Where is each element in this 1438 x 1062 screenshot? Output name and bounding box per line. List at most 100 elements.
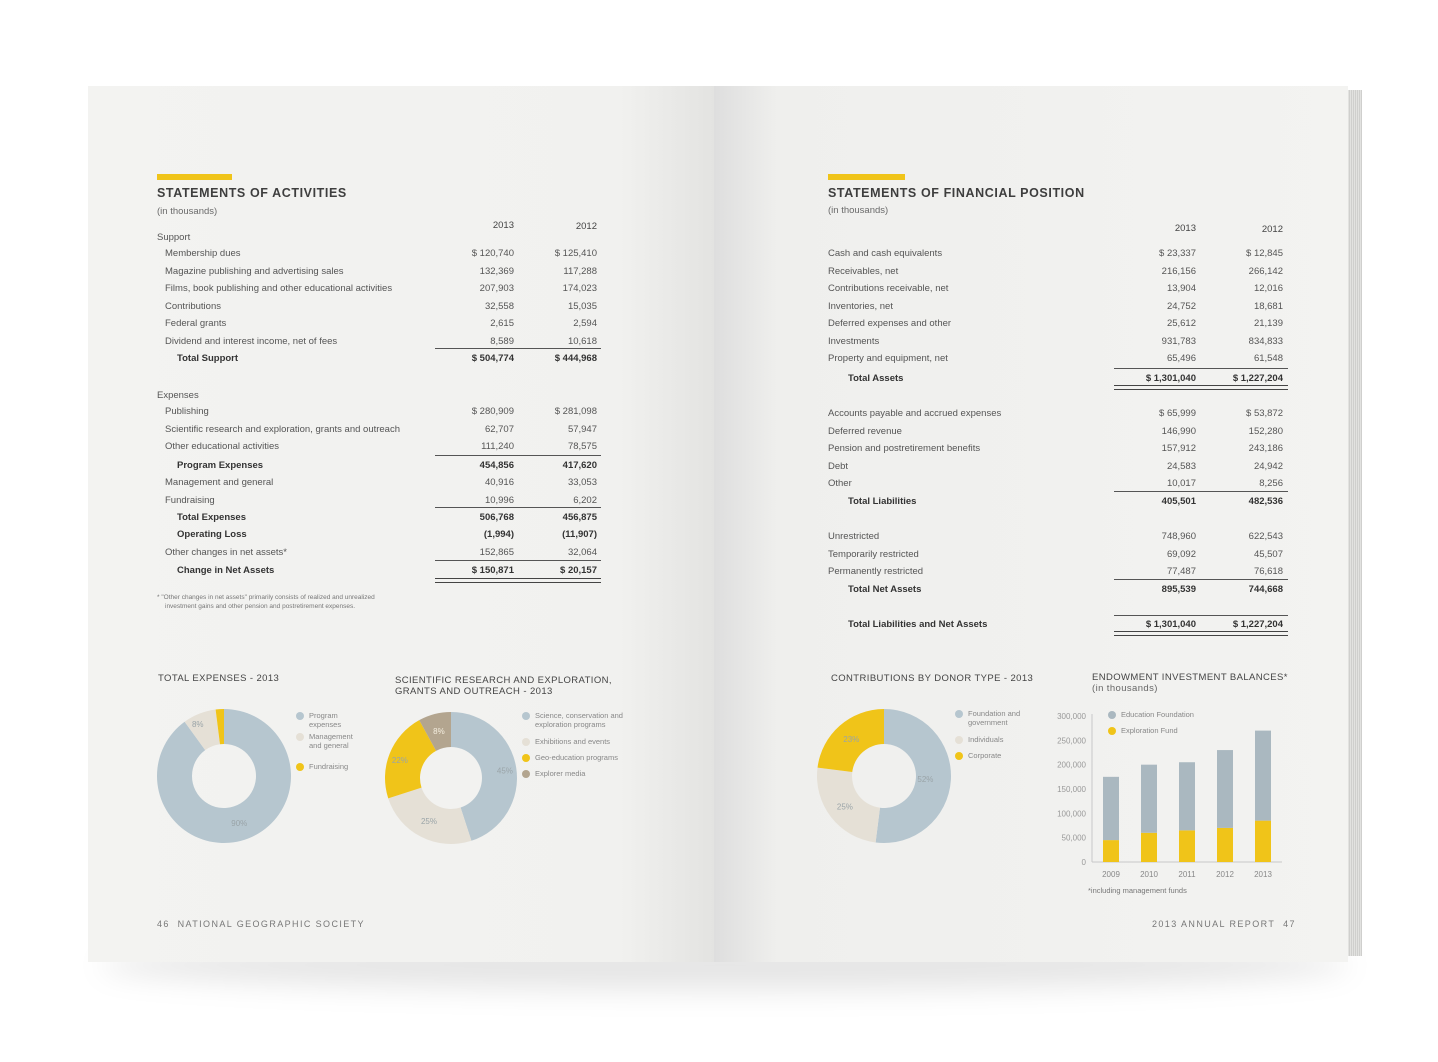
row-label: Films, book publishing and other educati… bbox=[165, 283, 393, 294]
value-2012: $ 1,227,204 bbox=[1232, 619, 1283, 630]
row-label: Other bbox=[828, 478, 852, 489]
value-2013: 748,960 bbox=[1161, 531, 1196, 542]
value-2012: 117,288 bbox=[563, 265, 597, 277]
total-rule bbox=[435, 455, 601, 456]
row-label: Pension and postretirement benefits bbox=[828, 443, 981, 454]
x-tick-label: 2009 bbox=[1102, 870, 1120, 879]
value-2012: 622,543 bbox=[1248, 531, 1283, 542]
row-label: Total Net Assets bbox=[848, 584, 922, 595]
value-2013: 25,612 bbox=[1166, 318, 1196, 329]
total-rule bbox=[1114, 615, 1288, 616]
slice-value-label: 8% bbox=[433, 727, 445, 736]
donut-svg: 52% 25% 23% bbox=[817, 709, 952, 843]
year-header-2013: 2013 bbox=[1174, 223, 1196, 234]
legend-swatch bbox=[1108, 727, 1116, 735]
row-label: Scientific research and exploration, gra… bbox=[165, 423, 400, 435]
value-2012: 243,186 bbox=[1248, 443, 1283, 454]
row-label: Total Expenses bbox=[177, 512, 246, 523]
bar-segment bbox=[1141, 764, 1157, 833]
value-2012: 266,142 bbox=[1248, 265, 1283, 277]
value-2012: 2,594 bbox=[573, 318, 597, 329]
total-rule bbox=[1114, 491, 1288, 492]
value-2012: 12,016 bbox=[1253, 283, 1283, 294]
folio-left: 46 NATIONAL GEOGRAPHIC SOCIETY bbox=[157, 919, 365, 929]
page-number: 46 bbox=[157, 919, 170, 929]
total-rule bbox=[435, 507, 601, 508]
accent-bar bbox=[828, 174, 905, 180]
value-2012: $ 1,227,204 bbox=[1232, 373, 1283, 384]
page-subtitle: (in thousands) bbox=[828, 205, 889, 216]
legend-swatch bbox=[955, 736, 963, 744]
value-2013: 65,496 bbox=[1166, 353, 1196, 364]
chart-title-endowment: ENDOWMENT INVESTMENT BALANCES* bbox=[1092, 672, 1288, 683]
value-2012: $ 53,872 bbox=[1246, 408, 1283, 419]
legend-contributions: Foundation and government Individuals Corp… bbox=[714, 86, 1348, 962]
legend-swatch bbox=[522, 770, 530, 778]
legend-label: Education Foundation bbox=[1121, 710, 1194, 719]
value-2013: $ 1,301,040 bbox=[1145, 373, 1196, 384]
row-label: Program Expenses bbox=[177, 460, 264, 471]
financial-position-table: Cash and cash equivalents $ 23,337 $ 12,84… bbox=[714, 86, 1348, 962]
row-label: Other educational activities bbox=[165, 441, 280, 452]
donut-slice bbox=[817, 767, 880, 843]
value-2012: 10,618 bbox=[567, 335, 597, 347]
row-label: Publishing bbox=[165, 406, 209, 417]
total-rule bbox=[1114, 579, 1288, 580]
page-title: STATEMENTS OF FINANCIAL POSITION bbox=[828, 186, 1085, 200]
value-2012: 15,035 bbox=[567, 300, 597, 312]
value-2012: 78,575 bbox=[567, 441, 597, 452]
double-rule bbox=[1114, 631, 1288, 636]
row-label: Membership dues bbox=[165, 248, 241, 259]
value-2013: $ 120,740 bbox=[471, 248, 514, 259]
value-2012: 744,668 bbox=[1248, 584, 1283, 595]
value-2012: 32,064 bbox=[567, 547, 597, 558]
value-2012: 456,875 bbox=[562, 512, 597, 523]
value-2013: 77,487 bbox=[1166, 566, 1196, 577]
legend-label: Geo-education programs bbox=[535, 753, 618, 762]
footnote-line-1: * "Other changes in net assets" primaril… bbox=[157, 594, 375, 601]
row-label: Receivables, net bbox=[828, 265, 899, 277]
slice-value-label: 23% bbox=[843, 735, 859, 744]
donut-slice bbox=[157, 709, 291, 843]
page-edges bbox=[1346, 90, 1362, 956]
folio-right: 2013 ANNUAL REPORT 47 bbox=[1152, 919, 1296, 929]
chart-subtitle-endowment: (in thousands) bbox=[1092, 683, 1158, 694]
legend-swatch bbox=[522, 712, 530, 720]
row-label: Permanently restricted bbox=[828, 566, 924, 577]
row-label: Investments bbox=[828, 335, 880, 347]
bar-segment bbox=[1103, 840, 1119, 862]
value-2013: 10,996 bbox=[484, 494, 514, 506]
legend-label: Management and general bbox=[309, 732, 353, 750]
value-2012: $ 281,098 bbox=[554, 406, 597, 417]
value-2012: 21,139 bbox=[1253, 318, 1283, 329]
value-2013: 32,558 bbox=[484, 300, 514, 312]
y-tick-label: 150,000 bbox=[1057, 785, 1086, 794]
total-rule bbox=[435, 560, 601, 561]
value-2013: 454,856 bbox=[479, 460, 514, 471]
row-label: Inventories, net bbox=[828, 300, 893, 312]
legend-swatch bbox=[296, 733, 304, 741]
value-2012: 417,620 bbox=[562, 460, 597, 471]
page-subtitle: (in thousands) bbox=[157, 206, 218, 217]
legend-label: Fundraising bbox=[309, 762, 349, 771]
row-label: Operating Loss bbox=[177, 529, 247, 540]
value-2012: 482,536 bbox=[1248, 496, 1283, 507]
row-label: Cash and cash equivalents bbox=[828, 248, 943, 259]
bar-segment bbox=[1255, 820, 1271, 862]
bar-segment bbox=[1141, 832, 1157, 862]
value-2012: 174,023 bbox=[562, 283, 597, 294]
legend-total-expenses: Program expenses Management and general Fu… bbox=[88, 86, 714, 962]
legend-label: Individuals bbox=[968, 735, 1004, 744]
value-2013: $ 280,909 bbox=[471, 406, 514, 417]
footnote-line-2: investment gains and other pension and p… bbox=[165, 603, 356, 610]
bar-segment bbox=[1217, 750, 1233, 828]
x-tick-label: 2010 bbox=[1140, 870, 1158, 879]
donut-slice bbox=[817, 709, 884, 772]
y-tick-label: 300,000 bbox=[1057, 712, 1086, 721]
chart-title-total-expenses: TOTAL EXPENSES - 2013 bbox=[158, 673, 280, 684]
value-2012: 8,256 bbox=[1259, 478, 1283, 489]
row-label: Property and equipment, net bbox=[828, 353, 948, 364]
bar-chart-svg: 0 50,000 100,000 150,000 200,000 250,000 300,0… bbox=[1057, 712, 1282, 879]
legend-label: Explorer media bbox=[535, 769, 586, 778]
value-2013: $ 65,999 bbox=[1159, 408, 1196, 419]
